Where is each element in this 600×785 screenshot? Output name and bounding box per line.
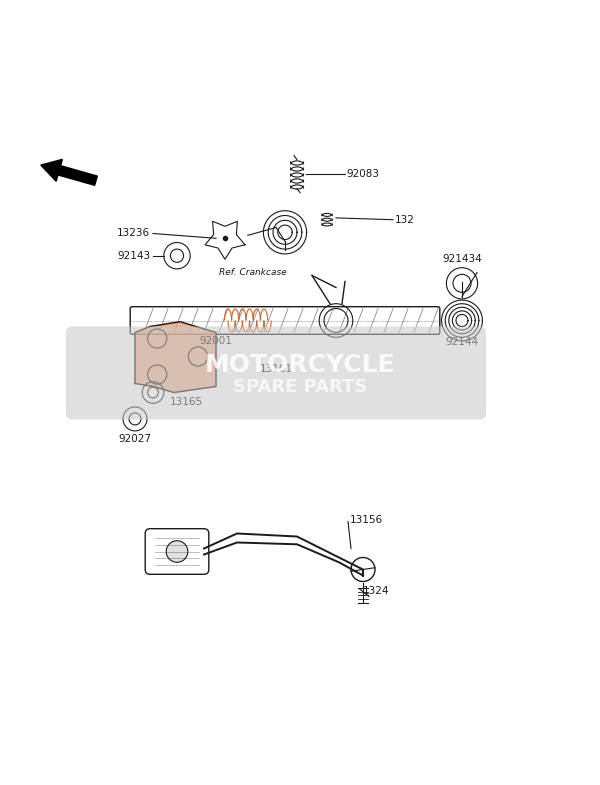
Polygon shape	[135, 322, 216, 392]
Text: 92001: 92001	[200, 336, 232, 345]
Text: SPARE PARTS: SPARE PARTS	[233, 378, 367, 396]
Text: 132: 132	[395, 215, 415, 225]
Text: 13156: 13156	[350, 515, 383, 524]
FancyBboxPatch shape	[66, 327, 486, 419]
Text: 13236: 13236	[117, 228, 150, 239]
Circle shape	[166, 541, 188, 562]
Text: 13165: 13165	[169, 396, 203, 407]
FancyArrow shape	[41, 159, 97, 185]
Text: Ref. Crankcase: Ref. Crankcase	[219, 268, 287, 277]
Text: 921434: 921434	[442, 254, 482, 264]
Text: 92083: 92083	[347, 169, 380, 178]
Text: 92144: 92144	[445, 338, 479, 347]
Text: 13161: 13161	[259, 363, 293, 374]
Text: 1324: 1324	[362, 586, 389, 596]
Text: 92027: 92027	[119, 435, 151, 444]
Text: 92143: 92143	[117, 250, 150, 261]
Text: MOTORCYCLE: MOTORCYCLE	[205, 353, 395, 378]
FancyBboxPatch shape	[145, 529, 209, 575]
FancyBboxPatch shape	[130, 307, 440, 334]
